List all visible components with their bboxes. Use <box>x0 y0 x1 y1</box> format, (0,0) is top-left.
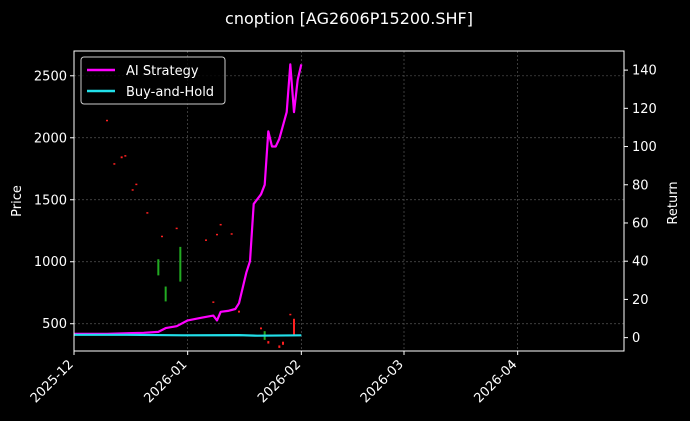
y-left-tick-label: 1000 <box>34 255 67 270</box>
candle-mark <box>146 212 149 214</box>
candle-mark <box>131 189 134 191</box>
y-axis-right: 0 20 40 60 80 100 120 140 <box>624 64 657 346</box>
candle-mark <box>293 318 295 337</box>
y-left-tick-label: 500 <box>42 317 67 332</box>
y-right-tick-label: 140 <box>632 64 657 79</box>
candle-mark <box>161 235 163 238</box>
candle-mark <box>179 246 182 282</box>
y-right-tick-label: 0 <box>632 331 640 346</box>
y-left-tick-label: 1500 <box>34 193 67 208</box>
legend-box <box>80 56 226 105</box>
y-right-tick-label: 20 <box>632 293 649 308</box>
candle-mark <box>205 239 207 241</box>
candle-mark <box>164 286 167 302</box>
series-line-ai-strategy <box>74 63 303 335</box>
candle-mark <box>157 259 160 276</box>
candle-mark <box>124 155 127 157</box>
candle-mark <box>113 163 116 165</box>
y-left-tick-label: 2500 <box>34 69 67 84</box>
series-layer <box>74 63 303 337</box>
candle-mark <box>289 313 292 316</box>
y-right-tick-label: 80 <box>632 178 649 193</box>
candle-mark <box>175 227 178 230</box>
candles-layer <box>106 119 295 348</box>
y-right-tick-label: 40 <box>632 255 649 270</box>
candle-mark <box>216 233 218 236</box>
legend-label-buy-and-hold: Buy-and-Hold <box>126 85 214 100</box>
legend: AI Strategy Buy-and-Hold <box>80 56 226 105</box>
candle-mark <box>282 341 284 345</box>
y-right-tick-label: 60 <box>632 216 649 231</box>
y-axis-right-label: Return <box>666 181 681 224</box>
candle-mark <box>230 233 233 235</box>
y-axis-left: 500 1000 1500 2000 2500 <box>34 69 74 332</box>
series-line-buy-and-hold <box>74 333 302 337</box>
candle-mark <box>260 327 262 330</box>
candle-mark <box>106 119 108 122</box>
candle-mark <box>267 341 270 344</box>
plot-frame <box>73 50 625 352</box>
candle-mark <box>238 310 240 313</box>
legend-label-ai-strategy: AI Strategy <box>126 64 199 79</box>
y-axis-left-label: Price <box>10 185 25 217</box>
y-left-tick-label: 2000 <box>34 131 67 146</box>
candle-mark <box>212 301 215 303</box>
chart-title: cnoption [AG2606P15200.SHF] <box>225 9 473 28</box>
y-right-tick-label: 100 <box>632 140 657 155</box>
candle-mark <box>219 223 222 226</box>
candle-mark <box>278 345 281 348</box>
candle-mark <box>135 183 138 186</box>
candle-mark <box>120 156 123 159</box>
y-right-tick-label: 120 <box>632 102 657 117</box>
